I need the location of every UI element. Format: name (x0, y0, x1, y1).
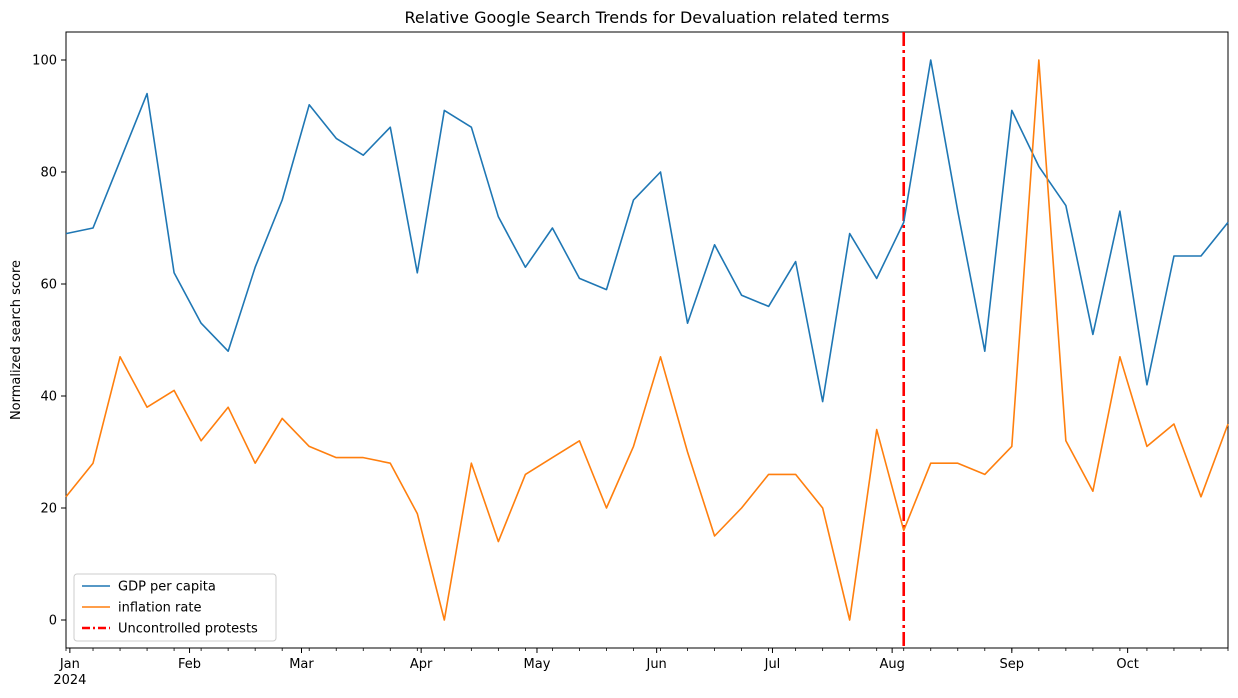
x-tick-label: May (524, 657, 551, 672)
y-tick-label: 100 (32, 54, 57, 69)
series-line-gdp-per-capita (65, 59, 1229, 403)
x-tick-label: Sep (1000, 657, 1025, 672)
y-axis: 0 20 40 60 80 100 (32, 54, 66, 629)
y-tick-label: 40 (40, 390, 57, 405)
x-tick-label: Feb (178, 657, 201, 672)
y-axis-label: Normalized search score (9, 260, 24, 420)
legend-box (73, 573, 277, 642)
x-tick-label: Oct (1116, 657, 1138, 672)
x-tick-label: Mar (289, 657, 314, 672)
y-tick-label: 20 (40, 502, 57, 517)
legend-label: GDP per capita (118, 580, 216, 595)
x-tick-label: Aug (879, 657, 904, 672)
legend: GDP per capita inflation rate Uncontrolled… (73, 573, 277, 642)
series-lines (65, 59, 1229, 621)
legend-label: inflation rate (118, 601, 201, 616)
series-line-inflation-rate (65, 59, 1229, 621)
chart-title: Relative Google Search Trends for Devalu… (404, 8, 889, 27)
x-tick-label: Jan (59, 657, 80, 672)
legend-label: Uncontrolled protests (118, 622, 258, 637)
x-tick-label: Jul (764, 657, 781, 672)
y-tick-label: 80 (40, 166, 57, 181)
y-tick-label: 60 (40, 278, 57, 293)
x-tick-label: Apr (410, 657, 433, 672)
x-tick-label: Jun (645, 657, 666, 672)
y-tick-label: 0 (49, 614, 57, 629)
x-tick-year-label: 2024 (53, 673, 86, 688)
plot-frame (65, 31, 1229, 649)
